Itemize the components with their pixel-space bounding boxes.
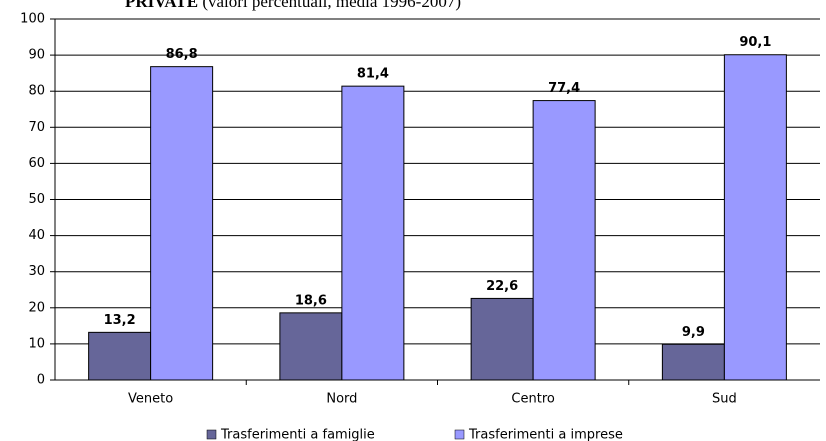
title-rest: (valori percentuali, media 1996-2007) bbox=[202, 0, 461, 11]
value-label: 77,4 bbox=[548, 81, 580, 96]
bar bbox=[341, 85, 405, 381]
value-label: 9,9 bbox=[682, 325, 705, 340]
y-tick-label: 100 bbox=[20, 12, 45, 27]
legend-swatch bbox=[454, 429, 465, 440]
x-tick-label: Centro bbox=[511, 392, 554, 407]
y-tick-label: 30 bbox=[28, 264, 45, 279]
bar bbox=[88, 331, 152, 381]
y-tick-label: 0 bbox=[37, 373, 45, 388]
bar bbox=[279, 312, 343, 381]
value-label: 90,1 bbox=[739, 35, 771, 50]
x-tick-label: Nord bbox=[326, 392, 357, 407]
y-tick-label: 20 bbox=[28, 300, 45, 315]
x-tick-label: Veneto bbox=[128, 392, 173, 407]
bar bbox=[150, 66, 214, 381]
chart-title: PRIVATE (valori percentuali, media 1996-… bbox=[125, 0, 461, 11]
bar bbox=[723, 54, 787, 381]
value-label: 86,8 bbox=[166, 47, 198, 62]
bar bbox=[661, 343, 725, 381]
title-bold: PRIVATE bbox=[125, 0, 198, 11]
y-tick-label: 60 bbox=[28, 156, 45, 171]
value-label: 13,2 bbox=[104, 313, 136, 328]
y-tick-label: 10 bbox=[28, 336, 45, 351]
bar bbox=[470, 297, 534, 381]
bar bbox=[532, 100, 596, 381]
legend-label: Trasferimenti a famiglie bbox=[220, 428, 375, 441]
legend-label: Trasferimenti a imprese bbox=[468, 428, 623, 441]
y-tick-label: 50 bbox=[28, 192, 45, 207]
y-tick-label: 40 bbox=[28, 228, 45, 243]
y-tick-label: 70 bbox=[28, 120, 45, 135]
y-tick-label: 80 bbox=[28, 84, 45, 99]
x-tick-label: Sud bbox=[712, 392, 737, 407]
value-label: 18,6 bbox=[295, 293, 327, 308]
legend-swatch bbox=[206, 429, 217, 440]
y-tick-label: 90 bbox=[28, 48, 45, 63]
value-label: 22,6 bbox=[486, 279, 518, 294]
value-label: 81,4 bbox=[357, 67, 389, 82]
